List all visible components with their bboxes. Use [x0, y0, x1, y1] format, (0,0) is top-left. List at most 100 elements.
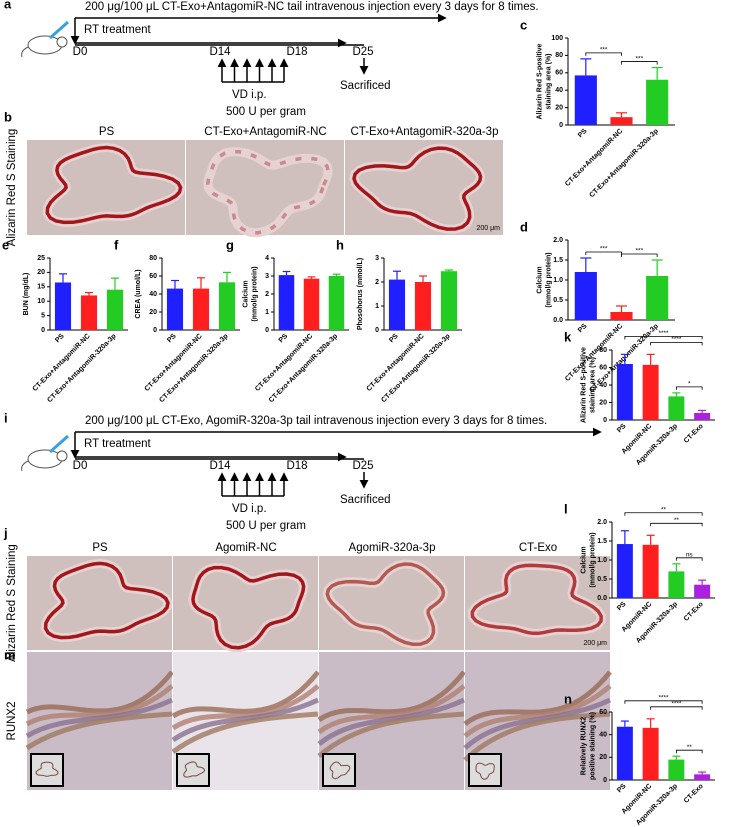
y-axis-label: (mmol/g protein) [589, 532, 596, 587]
panel-label: e [2, 237, 9, 252]
y-tick-label: 100 [551, 35, 563, 42]
inset [176, 753, 210, 787]
inset [322, 753, 356, 787]
significance-label: *** [636, 248, 644, 255]
x-tick-label: CT-Exo [683, 601, 705, 623]
runx2-tissue [317, 711, 465, 758]
bar [218, 282, 236, 330]
day-label: D0 [73, 46, 88, 58]
syringe [49, 20, 69, 40]
y-axis-label: Alizarin Red S-positive [536, 43, 543, 119]
panel-label: a [4, 0, 12, 11]
micrograph-title: AgomiR-NC [215, 542, 276, 554]
y-axis-label: CREA (umol/L) [135, 269, 142, 318]
bar [388, 279, 406, 330]
y-tick-label: 0 [559, 122, 563, 129]
y-tick-label: 10 [37, 298, 45, 305]
bar [610, 117, 633, 125]
bar [106, 289, 124, 330]
y-axis-label: Alizarin Red S-positive [580, 347, 587, 423]
bar [642, 544, 659, 598]
mouse-tail [21, 460, 29, 472]
day-label: D0 [73, 460, 88, 472]
dose-text: 500 U per gram [226, 106, 306, 118]
panel-label: c [520, 17, 527, 32]
runx2-tissue [171, 697, 320, 743]
mouse-body [27, 449, 63, 469]
y-axis-label: Calcium [580, 546, 587, 573]
y-tick-label: 3 [265, 273, 269, 280]
panel-label: i [4, 410, 8, 425]
significance-bracket [675, 557, 703, 561]
y-axis-label: Calcium [242, 280, 249, 307]
significance-bracket [585, 251, 622, 255]
y-axis-label: BUN (mg/dL) [23, 273, 30, 316]
panel-label: f [114, 237, 119, 252]
significance-label: **** [671, 701, 682, 708]
y-tick-label: 20 [555, 104, 563, 111]
y-tick-label: 80 [149, 255, 157, 262]
significance-label: **** [658, 695, 669, 702]
y-tick-label: 0 [375, 327, 379, 334]
y-tick-label: 20 [599, 754, 607, 761]
panel-label: d [520, 219, 528, 234]
bar [192, 288, 210, 330]
x-tick-label: PS [616, 601, 628, 613]
runx2-tissue [317, 697, 466, 746]
significance-bracket [624, 512, 703, 516]
significance-bracket [675, 749, 703, 754]
inset [468, 753, 502, 787]
bar [610, 312, 633, 320]
runx2-tissue [25, 697, 174, 739]
bar [668, 571, 685, 598]
y-tick-label: 40 [555, 87, 563, 94]
x-tick-label: PS [278, 333, 290, 345]
micrograph-title: PS [99, 126, 115, 138]
mouse-body [27, 35, 63, 55]
y-tick-label: 0.5 [597, 576, 607, 583]
y-tick-label: 40 [599, 732, 607, 739]
mouse-head [56, 450, 68, 462]
x-tick-label: CT-Exo [683, 423, 705, 445]
mouse-tail [21, 46, 29, 58]
significance-label: *** [600, 246, 608, 253]
vd-text: VD i.p. [232, 503, 267, 515]
treatment-text: RT treatment [84, 24, 151, 36]
bar [278, 275, 295, 330]
y-tick-label: 40 [149, 291, 157, 298]
y-tick-label: 25 [37, 255, 45, 262]
inset-vessel [35, 761, 59, 777]
y-tick-label: 0.0 [597, 595, 607, 602]
y-tick-label: 1 [265, 309, 269, 316]
significance-label: ** [661, 506, 667, 513]
bar [54, 282, 72, 330]
x-tick-label: CT-Exo [683, 783, 705, 805]
dose-text: 500 U per gram [226, 520, 306, 532]
panel-label: n [564, 691, 572, 706]
vessel-stain [45, 145, 183, 225]
y-tick-label: 3 [375, 255, 379, 262]
side-label: Alizarin Red S Staining [6, 544, 18, 662]
micrograph-title: CT-Exo+AntagomiR-320a-3p [351, 126, 499, 138]
y-axis-label: positive staining (%) [589, 712, 596, 780]
inset-vessel [475, 762, 495, 780]
significance-bracket [624, 335, 703, 340]
x-tick-label: CT-Exo+AntagomiR-320a-3p [589, 128, 660, 199]
panel-label: m [4, 647, 16, 662]
bar [694, 584, 711, 598]
runx2-tissue [463, 684, 612, 738]
x-tick-label: PS [54, 333, 66, 345]
runx2-tissue [25, 711, 173, 751]
micrograph-title: PS [92, 542, 108, 554]
y-tick-label: 20 [37, 269, 45, 276]
significance-label: * [688, 381, 691, 388]
panel-label: k [564, 329, 572, 344]
x-tick-label: PS [577, 323, 589, 335]
day-label: D25 [352, 460, 373, 472]
y-tick-label: 0 [603, 777, 607, 784]
bar [574, 75, 597, 125]
y-tick-label: 15 [37, 284, 45, 291]
inset-vessel [329, 761, 351, 780]
y-tick-label: 2 [375, 279, 379, 286]
